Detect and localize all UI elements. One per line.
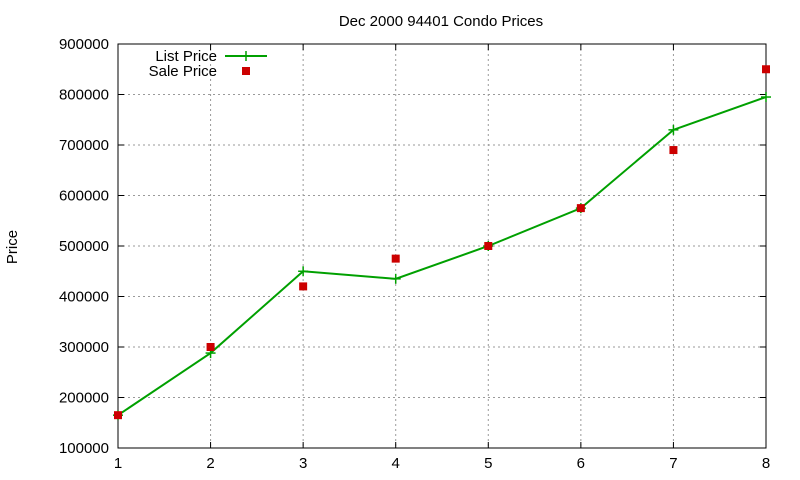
series-list-price [113,92,771,421]
list-price-point [761,92,771,103]
x-tick-label: 8 [762,455,770,472]
y-tick-label: 200000 [59,390,109,407]
y-tick-label: 900000 [59,36,109,53]
y-tick-label: 100000 [59,440,109,457]
y-tick-label: 800000 [59,87,109,104]
x-tick-label: 1 [114,455,122,472]
x-tick-label: 7 [669,455,677,472]
series-layer [113,65,771,421]
x-tick-label: 4 [392,455,400,472]
y-tick-label: 500000 [59,238,109,255]
plot-frame [117,43,767,449]
x-tick-label: 5 [484,455,492,472]
sale-price-point [762,65,770,74]
x-tick-label: 2 [206,455,214,472]
y-tick-label: 300000 [59,339,109,356]
sale-price-point [484,242,493,250]
list-price-point [298,266,309,277]
sale-price-point [669,146,678,155]
series-sale-price [114,65,770,420]
y-tick-label: 400000 [59,289,109,306]
sale-price-point [391,254,400,263]
legend-label: List Price [155,48,217,65]
sale-price-point [114,411,122,420]
grid [118,44,766,448]
y-tick-label: 700000 [59,137,109,154]
sale-price-point [206,343,215,351]
legend-plus-marker [241,51,251,61]
y-tick-label: 600000 [59,188,109,205]
list-price-point [390,273,401,284]
list-price-line [117,96,767,417]
sale-price-point [576,204,585,213]
y-axis-label: Price [4,230,21,264]
legend-square-marker [242,67,250,75]
axis-ticks: 1 2 3 4 5 6 7 8 100000 200000 300000 400000 500000 60… [59,36,770,472]
list-price-point [668,124,679,135]
legend-label: Sale Price [149,63,217,80]
chart-title: Dec 2000 94401 Condo Prices [339,13,543,30]
x-tick-label: 3 [299,455,307,472]
sale-price-point [299,282,308,291]
x-tick-label: 6 [577,455,585,472]
